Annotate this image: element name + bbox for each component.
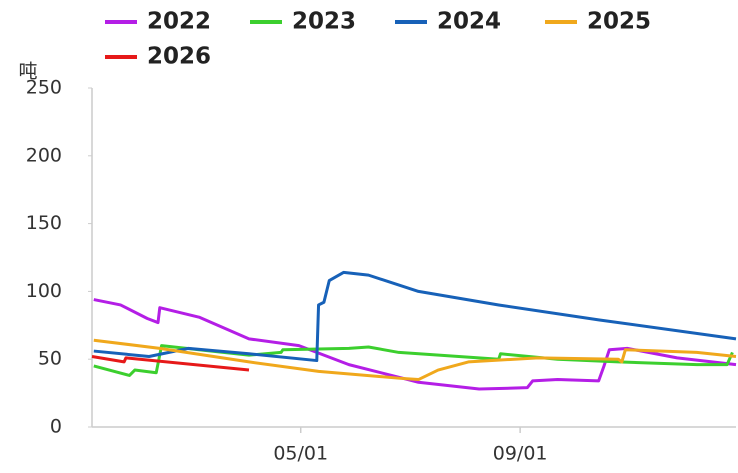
y-tick-label: 250 <box>26 77 62 99</box>
y-axis-label: 吨 <box>18 61 37 83</box>
legend-label: 2026 <box>147 44 211 70</box>
legend-label: 2025 <box>587 9 651 35</box>
series-line <box>93 270 737 363</box>
x-tick-label: 09/01 <box>493 443 548 465</box>
series-line <box>93 298 737 391</box>
y-tick-label: 150 <box>26 212 62 234</box>
x-tick-label: 05/01 <box>273 443 328 465</box>
series-line <box>91 355 250 372</box>
series-line <box>93 338 737 382</box>
legend-label: 2023 <box>292 9 356 35</box>
y-tick-label: 0 <box>50 416 62 438</box>
y-tick-label: 100 <box>26 280 62 302</box>
y-tick-label: 50 <box>38 348 62 370</box>
legend-label: 2022 <box>147 9 211 35</box>
legend-label: 2024 <box>437 9 501 35</box>
series-line <box>93 344 734 377</box>
y-tick-label: 200 <box>26 144 62 166</box>
